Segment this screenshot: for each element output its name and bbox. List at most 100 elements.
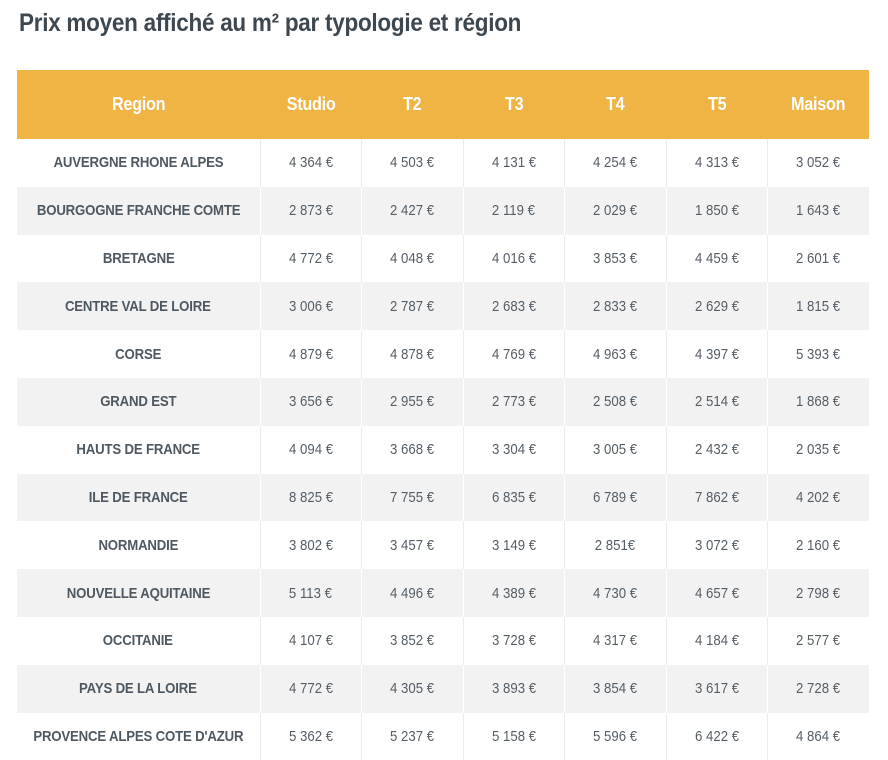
column-header-t2: T2 (361, 70, 463, 139)
region-label: CORSE (115, 345, 162, 363)
price-value: 3 617 € (694, 680, 739, 698)
column-header-label: T4 (606, 94, 625, 114)
price-value: 2 427 € (390, 202, 435, 220)
price-cell: 4 496 € (361, 569, 463, 617)
table-row: HAUTS DE FRANCE 4 094 € 3 668 € 3 304 € 3 00… (17, 425, 869, 474)
table-row: ILE DE FRANCE 8 825 € 7 755 € 6 835 € 6 789 … (17, 473, 869, 522)
page-title: Prix moyen affiché au m² par typologie e… (19, 9, 522, 37)
column-header-label: T2 (403, 94, 422, 114)
price-value: 2 683 € (491, 297, 536, 315)
price-cell: 2 119 € (462, 186, 565, 235)
price-value: 4 772 € (288, 249, 333, 267)
price-value: 6 422 € (694, 727, 739, 745)
price-cell: 2 432 € (665, 425, 768, 474)
price-value: 3 304 € (491, 441, 536, 459)
table-row: BOURGOGNE FRANCHE COMTE 2 873 € 2 427 € 2 1… (17, 186, 869, 235)
price-value: 3 852 € (390, 632, 435, 650)
region-label: ILE DE FRANCE (88, 488, 188, 506)
price-cell: 2 601 € (767, 234, 869, 283)
price-cell: 4 184 € (665, 616, 768, 665)
price-cell: 4 016 € (462, 234, 565, 283)
price-value: 4 389 € (491, 584, 536, 602)
price-value: 3 893 € (491, 680, 536, 698)
price-cell: 2 514 € (665, 377, 768, 426)
price-cell: 4 317 € (564, 616, 666, 665)
price-cell: 2 955 € (361, 377, 463, 426)
price-cell: 8 825 € (259, 473, 362, 522)
column-header-label: Maison (791, 94, 846, 114)
price-cell: 2 728 € (767, 664, 869, 713)
price-cell: 2 629 € (665, 282, 768, 331)
table-row: BRETAGNE 4 772 € 4 048 € 4 016 € 3 853 € 4 45… (17, 234, 869, 283)
price-value: 3 854 € (593, 680, 638, 698)
price-cell: 2 833 € (564, 282, 666, 331)
price-cell: 3 853 € (564, 234, 666, 283)
price-cell: 4 772 € (259, 664, 362, 713)
region-cell: BRETAGNE (17, 235, 260, 283)
price-value: 3 668 € (390, 441, 435, 459)
column-header-label: Studio (286, 94, 336, 114)
price-cell: 4 769 € (462, 330, 565, 378)
price-cell: 4 963 € (564, 330, 666, 378)
price-value: 1 643 € (796, 202, 841, 220)
header-row: Region Studio T2 T3 T4 T5 Maison (17, 70, 869, 139)
price-cell: 6 835 € (462, 473, 565, 522)
price-value: 4 131 € (491, 154, 536, 172)
region-cell: CENTRE VAL DE LOIRE (17, 282, 260, 331)
price-cell: 4 878 € (361, 330, 463, 378)
price-cell: 4 305 € (361, 664, 463, 713)
price-value: 2 629 € (694, 297, 739, 315)
region-label: OCCITANIE (103, 632, 174, 650)
price-value: 4 397 € (694, 345, 739, 363)
price-cell: 4 879 € (259, 330, 362, 378)
table-row: CORSE 4 879 € 4 878 € 4 769 € 4 963 € 4 397 €… (17, 330, 869, 378)
region-label: NOUVELLE AQUITAINE (66, 584, 210, 602)
price-cell: 3 802 € (259, 521, 362, 570)
column-header-label: T5 (707, 94, 727, 114)
price-cell: 2 160 € (767, 521, 869, 570)
price-value: 2 851€ (595, 536, 636, 554)
price-cell: 1 868 € (767, 377, 869, 426)
region-cell: BOURGOGNE FRANCHE COMTE (17, 186, 260, 235)
price-cell: 2 029 € (564, 186, 666, 235)
price-value: 3 052 € (796, 154, 841, 172)
region-label: GRAND EST (100, 393, 177, 411)
price-value: 4 107 € (288, 632, 333, 650)
price-cell: 5 362 € (259, 712, 362, 760)
region-label: NORMANDIE (98, 536, 179, 554)
price-value: 4 094 € (288, 441, 333, 459)
price-value: 3 853 € (593, 249, 638, 267)
column-header-t3: T3 (463, 70, 565, 139)
table-row: PAYS DE LA LOIRE 4 772 € 4 305 € 3 893 € 3 8… (17, 664, 869, 713)
price-cell: 3 728 € (462, 616, 565, 665)
price-cell: 4 657 € (665, 569, 768, 617)
column-header-studio: Studio (260, 70, 362, 139)
price-value: 3 006 € (288, 297, 333, 315)
price-value: 2 728 € (796, 680, 841, 698)
price-cell: 2 577 € (767, 616, 869, 665)
price-value: 3 728 € (491, 632, 536, 650)
price-cell: 2 427 € (361, 186, 463, 235)
price-cell: 7 862 € (665, 473, 768, 522)
price-cell: 3 052 € (767, 139, 869, 187)
price-cell: 4 131 € (462, 139, 565, 187)
table-row: NOUVELLE AQUITAINE 5 113 € 4 496 € 4 389 € 4… (17, 569, 869, 617)
price-cell: 2 508 € (564, 377, 666, 426)
price-value: 3 802 € (288, 536, 333, 554)
price-cell: 3 006 € (259, 282, 362, 331)
column-header-t4: T4 (564, 70, 666, 139)
price-cell: 5 158 € (462, 712, 565, 760)
table-row: PROVENCE ALPES COTE D'AZUR 5 362 € 5 237 €… (17, 712, 869, 760)
region-label: BRETAGNE (102, 249, 175, 267)
price-value: 6 789 € (593, 488, 638, 506)
region-cell: OCCITANIE (17, 617, 260, 665)
region-label: AUVERGNE RHONE ALPES (53, 154, 224, 172)
price-cell: 3 304 € (462, 425, 565, 474)
price-cell: 5 113 € (259, 569, 362, 617)
price-cell: 4 503 € (361, 139, 463, 187)
price-value: 4 879 € (288, 345, 333, 363)
price-cell: 5 596 € (564, 712, 666, 760)
column-header-t5: T5 (666, 70, 768, 139)
region-label: PAYS DE LA LOIRE (79, 680, 198, 698)
price-value: 4 769 € (491, 345, 536, 363)
